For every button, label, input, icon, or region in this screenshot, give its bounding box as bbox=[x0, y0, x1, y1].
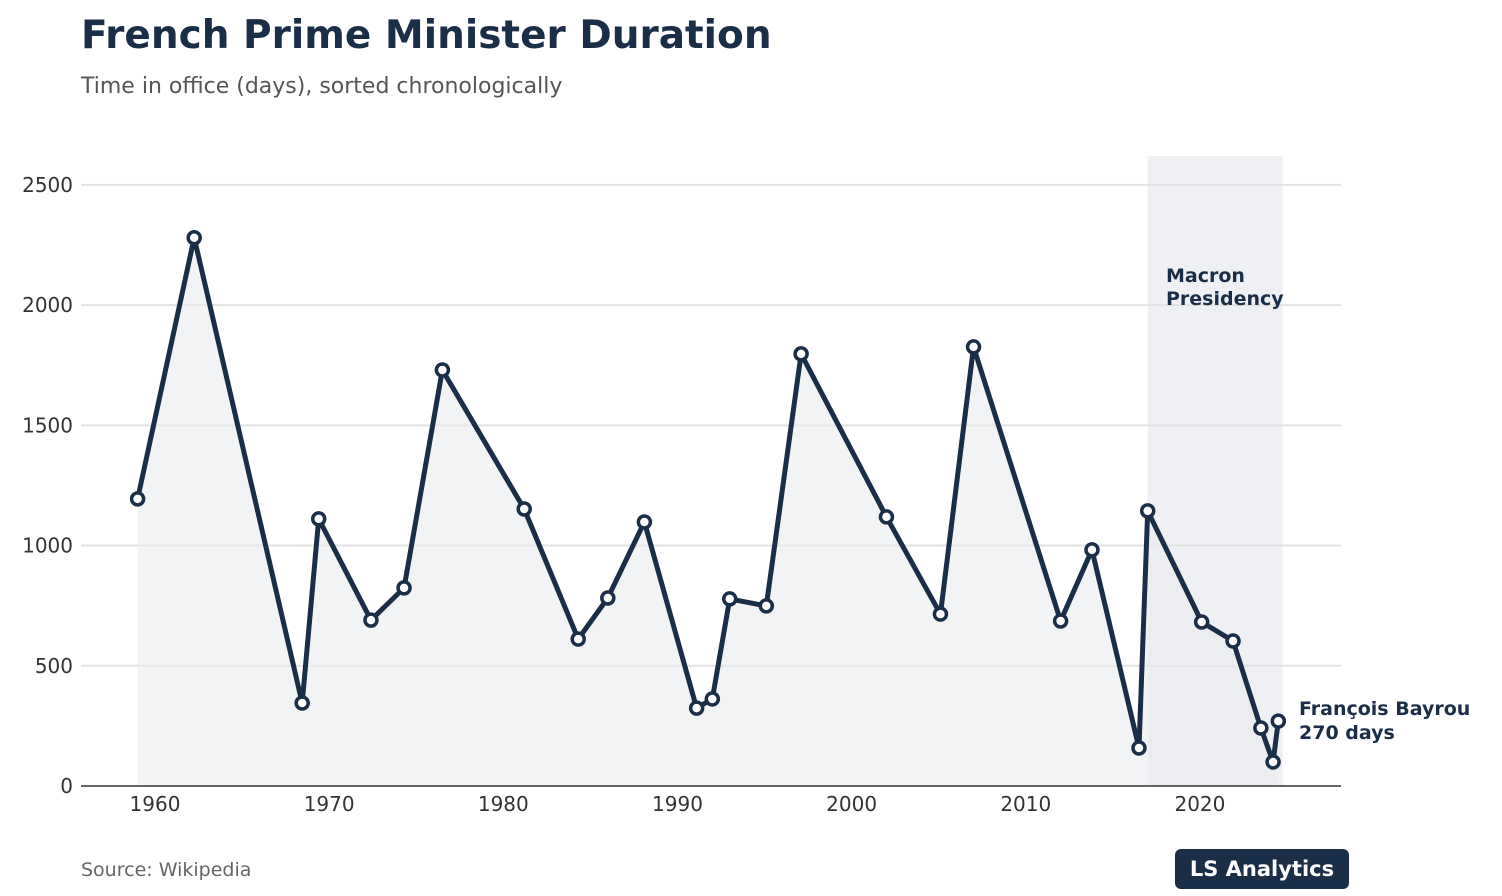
data-point bbox=[1131, 740, 1147, 756]
data-point bbox=[793, 346, 809, 362]
last-point-label-line2: 270 days bbox=[1299, 722, 1395, 744]
data-point bbox=[721, 591, 738, 607]
y-tick-label: 2500 bbox=[22, 173, 73, 197]
data-point bbox=[704, 691, 721, 707]
chart-title: French Prime Minister Duration bbox=[81, 13, 772, 58]
area-under-line bbox=[137, 237, 1279, 786]
data-point bbox=[758, 598, 775, 614]
data-point bbox=[1052, 613, 1069, 629]
data-point bbox=[570, 631, 586, 647]
data-point bbox=[965, 339, 982, 355]
data-point bbox=[1265, 754, 1281, 770]
region-label-line1: Macron bbox=[1166, 265, 1245, 287]
x-tick-label: 1970 bbox=[304, 792, 355, 816]
data-point bbox=[636, 514, 653, 530]
y-axis: 0 500 1000 1500 2000 2500 bbox=[22, 173, 73, 798]
data-point bbox=[186, 230, 202, 246]
region-label-line2: Presidency bbox=[1166, 288, 1284, 310]
data-point bbox=[294, 695, 310, 711]
y-tick-label: 500 bbox=[35, 654, 73, 678]
data-point bbox=[1084, 542, 1100, 558]
x-tick-label: 2000 bbox=[826, 792, 877, 816]
data-point bbox=[878, 509, 895, 525]
data-point bbox=[1253, 720, 1269, 736]
data-point bbox=[310, 511, 327, 527]
y-tick-label: 2000 bbox=[22, 293, 73, 317]
source-note: Source: Wikipedia bbox=[81, 859, 251, 881]
x-tick-label: 1960 bbox=[130, 792, 181, 816]
data-point bbox=[932, 606, 949, 622]
y-tick-label: 1500 bbox=[22, 413, 73, 437]
series bbox=[129, 230, 1287, 770]
y-tick-label: 0 bbox=[60, 774, 73, 798]
x-tick-label: 1990 bbox=[652, 792, 703, 816]
last-point-label-line1: François Bayrou bbox=[1299, 698, 1470, 720]
x-tick-label: 2010 bbox=[1000, 792, 1051, 816]
chart-subtitle: Time in office (days), sorted chronologi… bbox=[80, 74, 562, 99]
data-point bbox=[129, 491, 146, 507]
data-point bbox=[1139, 503, 1156, 519]
data-point bbox=[363, 612, 379, 628]
data-point bbox=[434, 362, 451, 378]
brand-badge bbox=[1175, 849, 1349, 889]
x-axis: 1960 1970 1980 1990 2000 2010 2020 bbox=[81, 785, 1341, 816]
brand-label: LS Analytics bbox=[1190, 857, 1334, 881]
series-line bbox=[135, 235, 1281, 765]
data-point bbox=[1270, 713, 1287, 729]
data-point bbox=[688, 700, 705, 716]
data-point bbox=[396, 580, 412, 596]
x-tick-label: 1980 bbox=[478, 792, 529, 816]
area-fill bbox=[137, 237, 1279, 786]
y-tick-label: 1000 bbox=[22, 534, 73, 558]
data-point bbox=[1193, 614, 1210, 630]
x-tick-label: 2020 bbox=[1174, 792, 1225, 816]
data-point bbox=[600, 590, 616, 606]
data-point bbox=[1225, 633, 1241, 649]
data-point bbox=[516, 501, 532, 517]
